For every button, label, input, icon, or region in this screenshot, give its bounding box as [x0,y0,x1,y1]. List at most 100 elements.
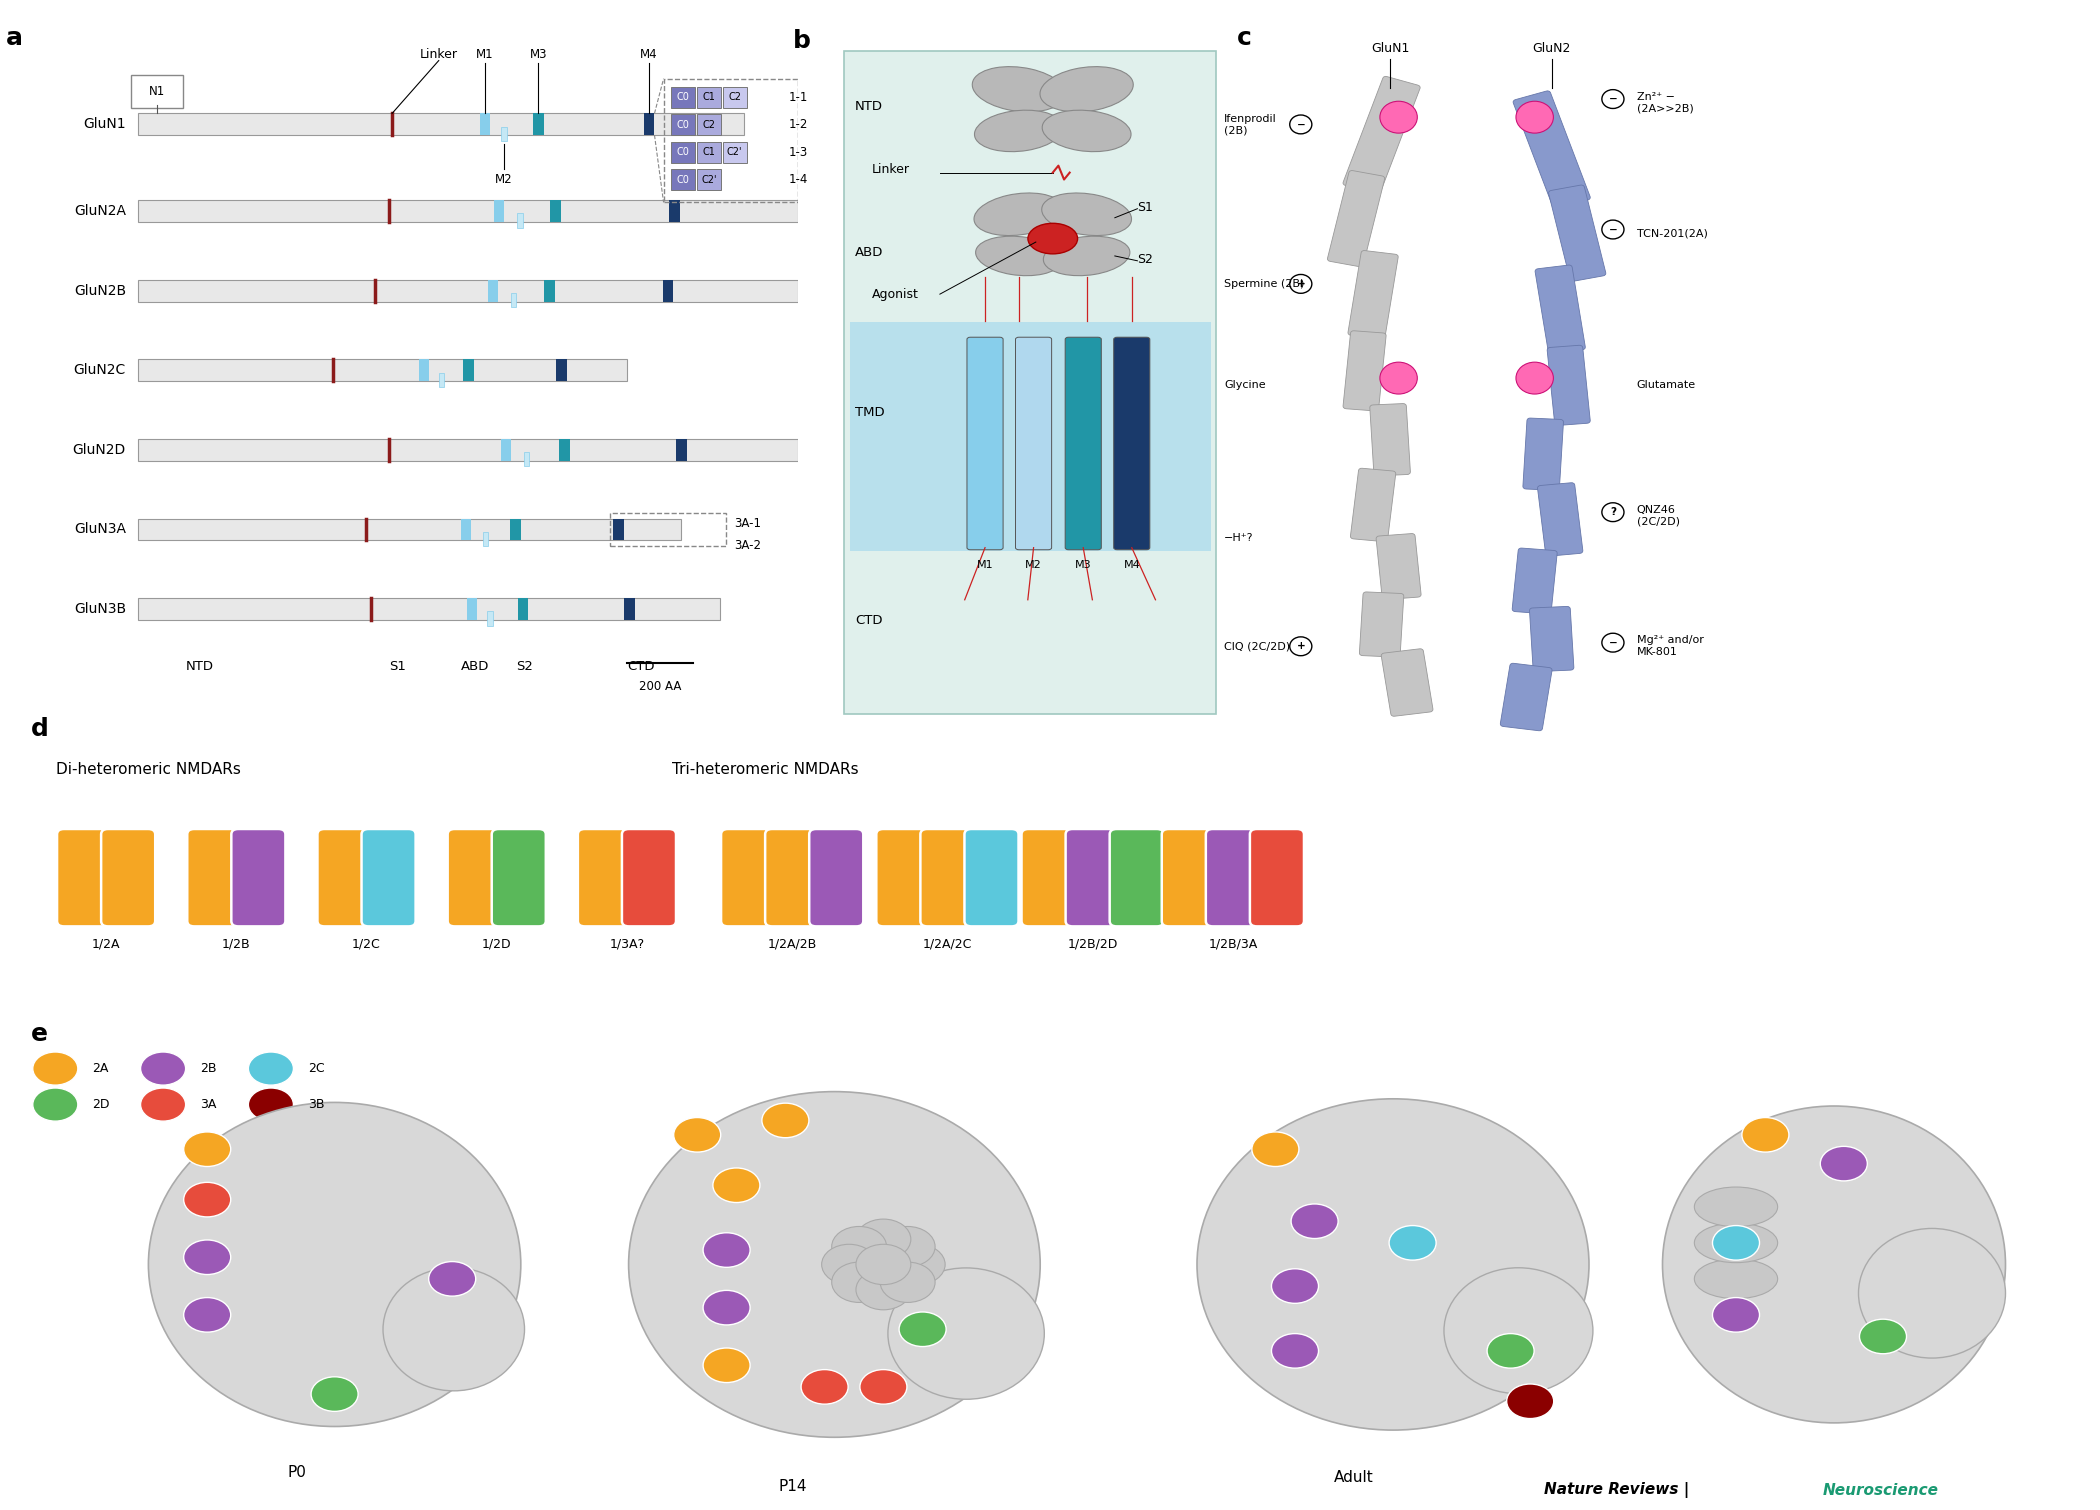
Text: 1/2B: 1/2B [223,938,250,951]
Text: C1: C1 [704,92,716,103]
Text: Di-heteromeric NMDARs: Di-heteromeric NMDARs [57,763,242,776]
Text: NTD: NTD [185,660,214,672]
Ellipse shape [1695,1223,1777,1262]
Text: −: − [1609,225,1617,234]
Text: C0: C0 [676,146,689,157]
Text: 1/2B/3A: 1/2B/3A [1208,938,1258,951]
Text: 3A-1: 3A-1 [733,516,760,530]
Circle shape [311,1377,359,1412]
FancyBboxPatch shape [697,142,720,163]
Circle shape [183,1240,231,1274]
FancyBboxPatch shape [139,359,628,381]
Circle shape [1388,1226,1436,1261]
FancyBboxPatch shape [57,829,111,926]
FancyBboxPatch shape [550,201,561,222]
Text: −: − [1296,119,1306,130]
Text: −: − [1609,637,1617,648]
Ellipse shape [1197,1099,1590,1430]
Text: C0: C0 [676,119,689,130]
Circle shape [704,1348,750,1383]
FancyBboxPatch shape [361,829,416,926]
Circle shape [857,1219,911,1259]
Text: GluN2C: GluN2C [74,364,126,378]
Ellipse shape [1663,1105,2006,1422]
FancyBboxPatch shape [1021,829,1075,926]
FancyBboxPatch shape [722,142,748,163]
FancyBboxPatch shape [1359,592,1403,657]
FancyBboxPatch shape [447,829,502,926]
Text: 1/2A/2B: 1/2A/2B [769,938,817,951]
Text: b: b [794,29,811,53]
Circle shape [141,1089,185,1120]
FancyBboxPatch shape [466,598,477,621]
Text: GluN2: GluN2 [1533,42,1571,54]
Text: Linker: Linker [872,163,909,175]
Circle shape [857,1270,911,1309]
Text: ClQ (2C/2D): ClQ (2C/2D) [1224,642,1289,651]
FancyBboxPatch shape [1529,607,1573,672]
Text: 1/2B/2D: 1/2B/2D [1067,938,1117,951]
FancyBboxPatch shape [613,518,624,541]
Circle shape [141,1052,185,1086]
Text: M3: M3 [529,48,546,60]
Circle shape [1252,1132,1300,1167]
Circle shape [1712,1226,1760,1261]
Text: C2': C2' [701,175,716,184]
Text: +: + [1296,279,1306,288]
FancyBboxPatch shape [578,829,632,926]
FancyBboxPatch shape [487,279,498,302]
FancyBboxPatch shape [1065,829,1119,926]
FancyBboxPatch shape [523,451,529,467]
Text: TCN-201(2A): TCN-201(2A) [1636,228,1707,239]
Text: M1: M1 [477,48,493,60]
Text: Spermine (2B): Spermine (2B) [1224,279,1304,288]
Text: GluN2D: GluN2D [74,442,126,458]
Ellipse shape [1042,110,1132,151]
FancyBboxPatch shape [672,115,695,134]
Text: M1: M1 [976,560,993,571]
Circle shape [859,1370,907,1404]
Text: P0: P0 [288,1465,307,1480]
Text: C2: C2 [729,92,741,103]
Text: Tri-heteromeric NMDARs: Tri-heteromeric NMDARs [672,763,859,776]
FancyBboxPatch shape [1344,331,1386,411]
FancyBboxPatch shape [1514,91,1590,208]
Circle shape [880,1226,934,1267]
Text: 200 AA: 200 AA [638,680,680,693]
Circle shape [183,1297,231,1332]
FancyBboxPatch shape [672,169,695,190]
Ellipse shape [1695,1259,1777,1299]
Ellipse shape [1044,236,1130,276]
FancyBboxPatch shape [420,359,428,381]
Text: 2B: 2B [200,1062,216,1075]
Circle shape [704,1291,750,1324]
Text: Neuroscience: Neuroscience [1823,1483,1938,1498]
Text: 1-3: 1-3 [790,145,808,159]
FancyBboxPatch shape [517,213,523,228]
Text: a: a [6,26,23,50]
Text: GluN3B: GluN3B [74,602,126,616]
FancyBboxPatch shape [491,829,546,926]
FancyBboxPatch shape [1369,403,1411,476]
Text: Glutamate: Glutamate [1636,381,1697,391]
Circle shape [890,1244,945,1285]
Text: e: e [32,1022,48,1046]
Circle shape [1270,1268,1319,1303]
Text: 1/2D: 1/2D [481,938,512,951]
Text: −: − [1609,94,1617,104]
Circle shape [1821,1146,1867,1181]
Text: 1/2A: 1/2A [92,938,120,951]
FancyBboxPatch shape [132,76,183,107]
Ellipse shape [976,236,1063,276]
FancyBboxPatch shape [624,598,634,621]
Text: +: + [1296,642,1306,651]
Text: ABD: ABD [462,660,489,672]
FancyBboxPatch shape [1065,337,1100,550]
Circle shape [800,1370,848,1404]
FancyBboxPatch shape [1376,533,1422,599]
Text: −H⁺?: −H⁺? [1224,533,1254,542]
FancyBboxPatch shape [101,829,155,926]
FancyBboxPatch shape [139,598,720,621]
FancyBboxPatch shape [1205,829,1260,926]
Circle shape [762,1104,808,1137]
